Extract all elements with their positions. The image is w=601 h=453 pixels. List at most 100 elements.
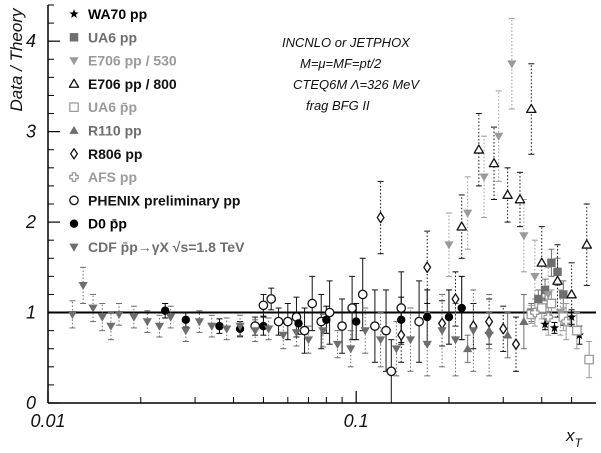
error-bar: [583, 203, 590, 286]
data-point: [250, 327, 260, 336]
markers-layer: [67, 60, 594, 377]
error-bar: [319, 313, 326, 348]
data-point: [450, 336, 461, 345]
data-point: [357, 289, 368, 300]
y-tick-label: 4: [26, 31, 36, 51]
error-bar: [508, 18, 515, 110]
data-point: [463, 209, 473, 218]
legend-label: D0 p̄p: [88, 216, 127, 232]
data-point: [258, 300, 269, 311]
data-point: [337, 321, 347, 331]
data-point: [519, 232, 529, 241]
data-point: [468, 327, 478, 336]
data-point: [67, 310, 78, 319]
data-point: [552, 275, 563, 285]
x-tick-label: 0.01: [30, 411, 65, 431]
legend-marker: [69, 243, 79, 252]
legend-label: UA6 p̄p: [88, 99, 137, 115]
error-bar: [500, 305, 507, 352]
legend-marker: [69, 102, 79, 113]
legend-marker: [69, 172, 79, 182]
data-point: [494, 132, 504, 141]
data-point: [396, 303, 407, 313]
data-point: [484, 331, 494, 340]
error-bar: [528, 63, 535, 155]
data-point: [561, 316, 571, 327]
data-point: [307, 298, 318, 309]
data-point: [397, 315, 406, 324]
annotation-line: INCNLO or JETPHOX: [282, 35, 411, 50]
data-point: [303, 336, 314, 345]
data-point: [282, 316, 293, 327]
error-bar: [334, 330, 341, 359]
data-point: [584, 354, 594, 365]
annotation-line: CTEQ6M Λ=326 MeV: [293, 77, 420, 92]
x-axis-title: xT: [565, 426, 584, 450]
data-point: [463, 344, 473, 353]
data-point: [324, 307, 335, 318]
legend-marker: [68, 78, 80, 88]
error-bar: [362, 307, 369, 354]
legend-marker: [69, 125, 79, 134]
data-point: [507, 60, 517, 69]
legend-label: UA6 pp: [88, 29, 137, 45]
x-axis-title-subscript: T: [575, 436, 584, 450]
data-point: [559, 290, 568, 299]
data-point: [405, 336, 416, 345]
data-point: [438, 317, 447, 330]
data-point: [347, 303, 357, 313]
legend-entry: CDF p̄p→γX √s=1.8 TeV: [69, 239, 245, 255]
error-bar: [481, 135, 488, 219]
y-axis-title: Data / Theory: [7, 7, 26, 111]
data-point: [519, 316, 529, 325]
data-point: [381, 325, 391, 336]
y-tick-label: 1: [26, 303, 36, 323]
error-bar: [470, 289, 477, 372]
legend-entry: D0 p̄p: [69, 216, 127, 232]
error-bar: [90, 293, 97, 323]
legend-marker: [69, 219, 79, 228]
legend: WA70 pp UA6 pp E706 pp / 530 E706 pp / 800 U…: [68, 6, 245, 255]
data-point: [215, 321, 224, 331]
legend-label: AFS pp: [88, 169, 137, 185]
data-point: [181, 327, 191, 336]
legend-label: E706 pp / 530: [88, 53, 177, 69]
data-point: [332, 340, 343, 349]
data-point: [154, 322, 165, 331]
y-tick-label: 3: [26, 122, 36, 142]
data-point: [376, 211, 385, 224]
data-point: [502, 189, 513, 199]
legend-label: WA70 pp: [88, 6, 147, 22]
data-point: [294, 319, 303, 328]
data-point: [160, 306, 170, 315]
data-point: [581, 239, 593, 249]
y-tick-label: 2: [25, 212, 36, 232]
legend-entry: PHENIX preliminary pp: [69, 192, 240, 208]
data-point: [386, 366, 397, 377]
data-point: [391, 345, 401, 354]
data-point: [414, 316, 424, 327]
legend-entry: WA70 pp: [69, 6, 147, 22]
data-point: [457, 303, 466, 313]
data-point: [499, 323, 508, 335]
data-point: [423, 312, 432, 322]
legend-label: CDF p̄p→γX √s=1.8 TeV: [88, 239, 245, 255]
error-bar: [305, 325, 312, 354]
data-point: [264, 325, 274, 334]
legend-label: E706 pp / 800: [88, 76, 177, 92]
legend-entry: UA6 pp: [69, 29, 137, 45]
data-point: [456, 221, 467, 231]
data-point: [397, 329, 406, 341]
data-point: [266, 294, 277, 304]
data-point: [479, 173, 489, 182]
data-point: [502, 330, 513, 339]
legend-entry: AFS pp: [69, 169, 137, 185]
data-point: [553, 267, 562, 277]
data-point: [540, 319, 550, 329]
error-bar: [99, 303, 106, 332]
data-point: [543, 312, 554, 322]
data-point: [278, 331, 288, 340]
data-point: [534, 294, 543, 304]
error-bar: [107, 312, 114, 341]
data-point: [114, 310, 124, 319]
